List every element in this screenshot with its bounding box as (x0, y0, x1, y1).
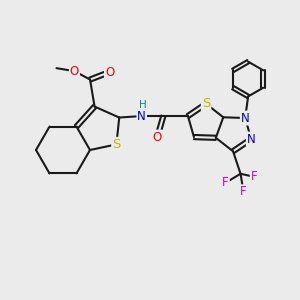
Text: O: O (105, 66, 114, 79)
Text: O: O (153, 130, 162, 143)
Text: O: O (70, 65, 79, 78)
Text: H: H (140, 100, 147, 110)
Text: N: N (137, 110, 146, 122)
Text: F: F (251, 170, 257, 183)
Text: N: N (247, 133, 256, 146)
Text: N: N (241, 112, 250, 124)
Text: F: F (222, 176, 229, 189)
Text: F: F (240, 185, 247, 198)
Text: S: S (112, 138, 121, 151)
Text: S: S (202, 97, 210, 110)
